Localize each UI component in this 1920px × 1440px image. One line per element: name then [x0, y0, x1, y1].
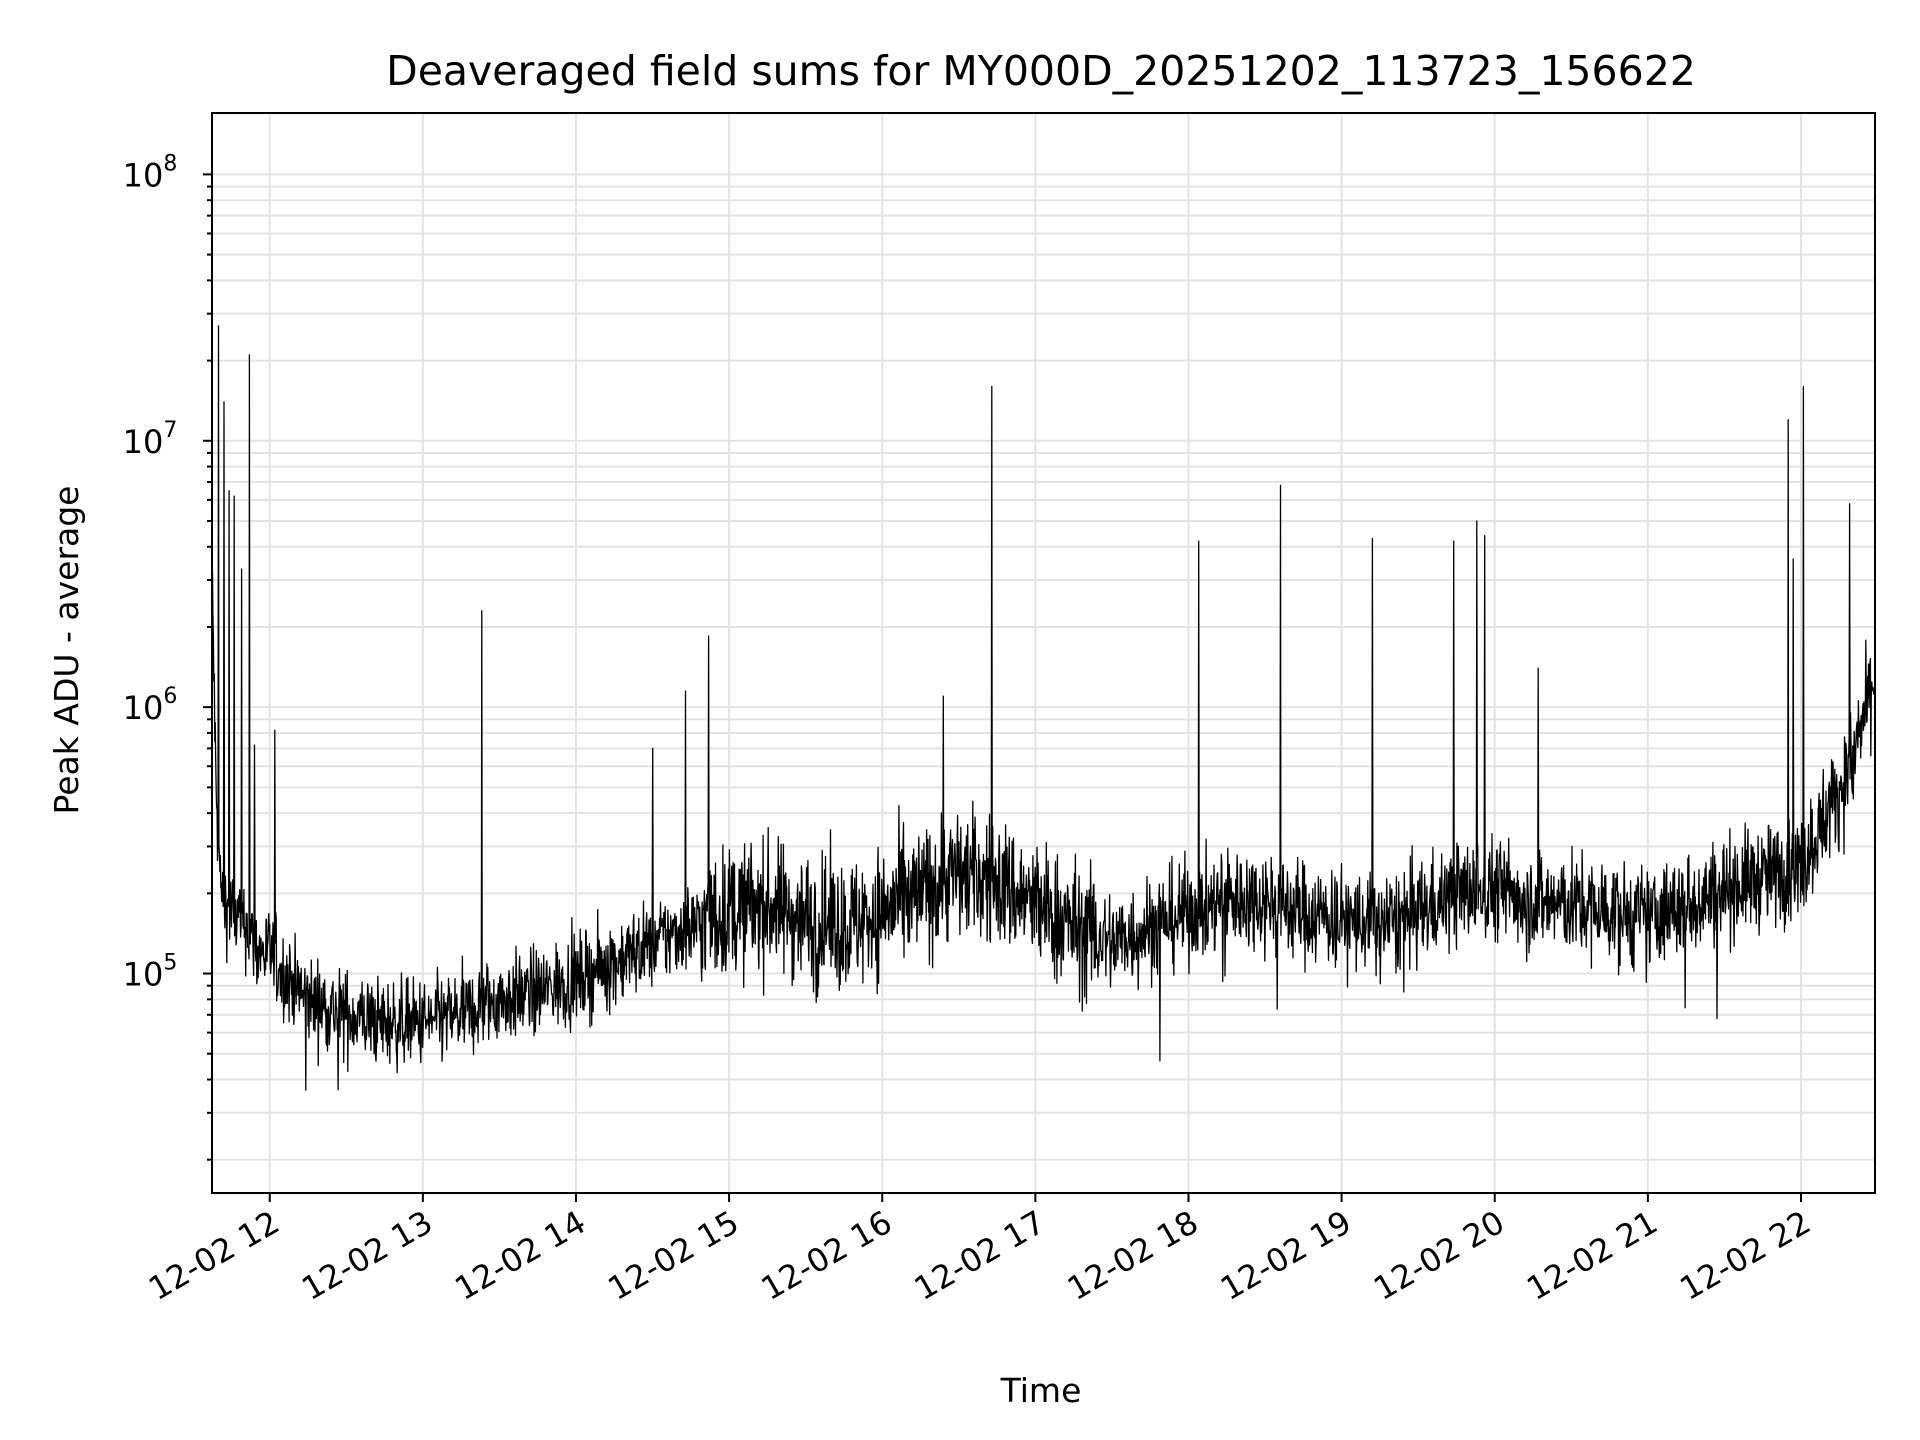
y-tick-label: 107	[123, 418, 178, 461]
y-tick-label: 108	[123, 151, 178, 194]
x-axis-label: Time	[1000, 1371, 1082, 1410]
y-axis: 105 106 107 108	[123, 151, 212, 1161]
series-line	[211, 325, 1876, 1091]
y-axis-label: Peak ADU - average	[47, 486, 86, 815]
y-tick-label: 105	[123, 951, 178, 994]
grid	[212, 113, 1875, 1193]
chart-title: Deaveraged field sums for MY000D_2025120…	[386, 47, 1696, 95]
y-tick-label: 106	[123, 684, 178, 727]
plot-frame	[211, 112, 1876, 1194]
data-line-group	[211, 325, 1876, 1091]
